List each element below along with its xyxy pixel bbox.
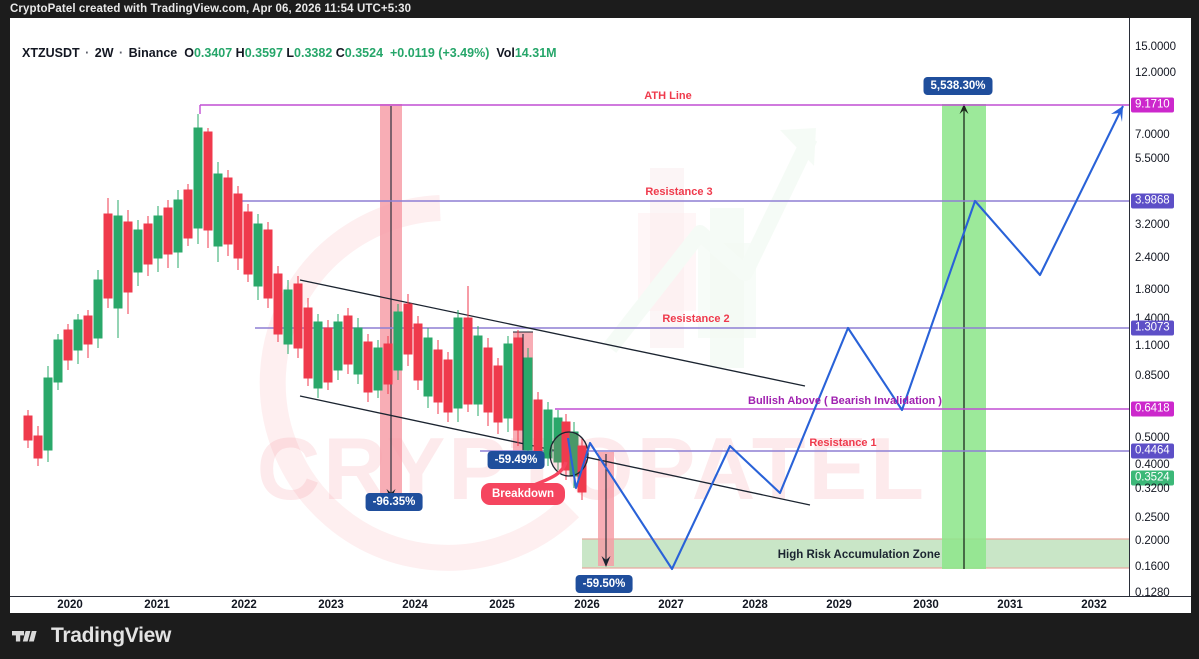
chart-frame: CRYPTOPATEL	[10, 18, 1191, 613]
time-tick: 2021	[144, 599, 170, 611]
price-tick: 0.2500	[1135, 512, 1170, 524]
time-tick: 2027	[658, 599, 684, 611]
time-tick: 2023	[318, 599, 344, 611]
time-tick: 2031	[997, 599, 1023, 611]
legend-low-label: L	[286, 46, 295, 60]
time-tick: 2020	[57, 599, 83, 611]
badge-decline-2: -59.49%	[487, 451, 545, 469]
time-tick: 2030	[913, 599, 939, 611]
candlestick-series	[23, 114, 587, 500]
trendlines	[299, 279, 811, 506]
legend-high-value: 0.3597	[244, 46, 283, 60]
price-badge-resistance-3: 3.9868	[1131, 193, 1174, 209]
price-tick: 2.4000	[1135, 252, 1170, 264]
time-tick: 2025	[489, 599, 515, 611]
time-axis[interactable]: 2020 2021 2022 2023 2024 2025 2026 2027 …	[10, 596, 1191, 613]
price-tick: 0.5000	[1135, 432, 1170, 444]
price-tick: 3.2000	[1135, 219, 1170, 231]
chart-plot-area[interactable]: CRYPTOPATEL	[10, 18, 1129, 596]
badge-upside-target: 5,538.30%	[923, 77, 993, 95]
price-tick: 0.3200	[1135, 483, 1170, 495]
price-tick: 1.1000	[1135, 340, 1170, 352]
legend-high-label: H	[235, 46, 245, 60]
time-tick: 2029	[826, 599, 852, 611]
price-tick: 7.0000	[1135, 129, 1170, 141]
horizontal-levels	[199, 104, 1129, 452]
legend-exchange[interactable]: Binance	[128, 46, 178, 60]
price-badge-last: 0.3524	[1131, 470, 1174, 486]
price-badge-bullish: 0.6418	[1131, 401, 1174, 417]
price-tick: 0.2000	[1135, 535, 1170, 547]
chart-legend[interactable]: XTZUSDT · 2W · Binance O0.3407 H0.3597 L…	[22, 46, 557, 60]
price-tick: 5.5000	[1135, 153, 1170, 165]
price-badge-resistance-2: 1.3073	[1131, 320, 1174, 336]
tradingview-logo-icon	[12, 631, 37, 642]
badge-decline-1: -96.35%	[365, 493, 423, 511]
price-badge-ath: 9.1710	[1131, 97, 1174, 113]
label-ath-line: ATH Line	[644, 90, 692, 102]
legend-change: +0.0119 (+3.49%)	[389, 46, 490, 60]
label-resistance-2: Resistance 2	[662, 313, 730, 325]
tradingview-logo[interactable]: TradingView	[12, 624, 171, 648]
badge-decline-3: -59.50%	[575, 575, 633, 593]
callout-breakdown: Breakdown	[481, 483, 565, 505]
time-tick: 2024	[402, 599, 428, 611]
label-resistance-1: Resistance 1	[809, 437, 877, 449]
legend-low-value: 0.3382	[294, 46, 333, 60]
price-badge-resistance-1: 0.4464	[1131, 443, 1174, 459]
price-tick: 1.8000	[1135, 284, 1170, 296]
time-tick: 2022	[231, 599, 257, 611]
label-resistance-3: Resistance 3	[645, 186, 713, 198]
projection-path	[566, 105, 1124, 571]
legend-open-label: O	[184, 46, 194, 60]
accumulation-zone	[582, 538, 1129, 569]
legend-interval[interactable]: 2W	[94, 46, 114, 60]
forecast-zone	[942, 104, 986, 569]
price-tick: 0.4000	[1135, 459, 1170, 471]
tradingview-logo-text: TradingView	[51, 624, 172, 647]
price-tick: 0.8500	[1135, 370, 1170, 382]
legend-symbol[interactable]: XTZUSDT	[22, 46, 80, 60]
time-tick: 2026	[574, 599, 600, 611]
legend-volume-label: Vol	[496, 46, 515, 60]
legend-volume-value: 14.31M	[514, 46, 557, 60]
price-tick: 12.0000	[1135, 67, 1176, 79]
label-accumulation-zone: High Risk Accumulation Zone	[777, 549, 941, 561]
breakdown-marker	[549, 431, 589, 477]
chart-graphics	[23, 104, 1129, 571]
legend-open-value: 0.3407	[193, 46, 233, 60]
time-tick: 2028	[742, 599, 768, 611]
price-tick: 0.1600	[1135, 561, 1170, 573]
price-tick: 15.0000	[1135, 41, 1176, 53]
attribution-bar: CryptoPatel created with TradingView.com…	[0, 0, 1199, 18]
time-tick: 2032	[1081, 599, 1107, 611]
footer-bar: TradingView	[0, 613, 1199, 659]
legend-close-value: 0.3524	[344, 46, 384, 60]
label-bullish-invalidation: Bullish Above ( Bearish Invalidation )	[748, 395, 942, 407]
legend-close-label: C	[335, 46, 345, 60]
price-axis[interactable]: 15.0000 12.0000 9.1710 7.0000 5.5000 3.9…	[1129, 18, 1191, 599]
